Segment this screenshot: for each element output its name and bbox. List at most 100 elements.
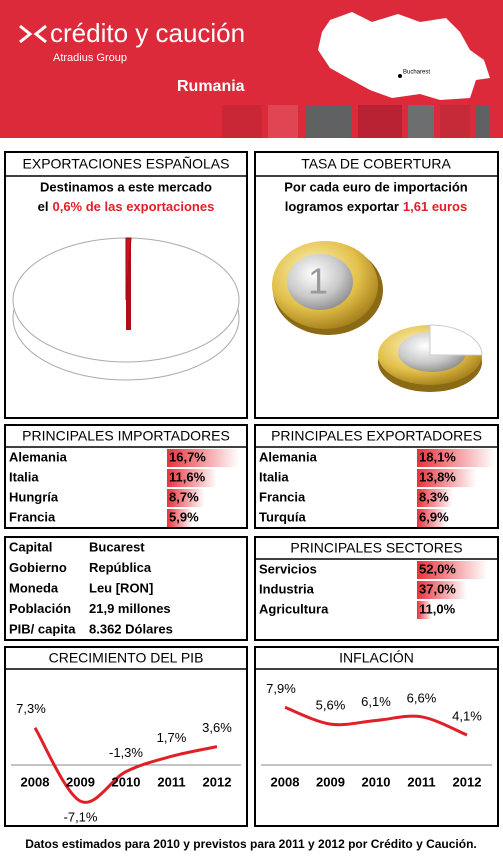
footer: Datos estimados para 2010 y previstos pa… (25, 837, 477, 851)
profile-value: Bucarest (89, 539, 145, 554)
value-label: 1,7% (157, 730, 187, 745)
panel-title: TASA DE COBERTURA (301, 156, 451, 172)
profile-label: Moneda (9, 580, 59, 595)
bar (417, 601, 432, 619)
coverage-panel: TASA DE COBERTURA Por cada euro de impor… (254, 151, 499, 419)
profile-value: 21,9 millones (89, 601, 171, 616)
country: Rumania (177, 78, 245, 95)
row-label: Servicios (259, 561, 317, 576)
value-label: 7,9% (266, 681, 296, 696)
row-label: Francia (259, 489, 306, 504)
row-label: Italia (9, 469, 39, 484)
value-label: 16,7% (169, 449, 206, 464)
row-label: Francia (9, 509, 56, 524)
value-label: -7,1% (64, 810, 98, 825)
bar (167, 509, 193, 527)
x-tick-label: 2008 (21, 774, 50, 789)
bar-chart: PRINCIPALES SECTORES Servicios 52,0% Indust… (254, 536, 499, 641)
value-label: 8,3% (419, 489, 449, 504)
line-chart: CRECIMIENTO DEL PIB 2008 7,3% 2009 -7,1% 2010… (4, 646, 248, 827)
profile-value: República (89, 560, 152, 575)
value-label: 5,6% (316, 698, 346, 713)
bar (417, 561, 488, 579)
value-label: 13,8% (419, 469, 456, 484)
panel-title: PRINCIPALES EXPORTADORES (271, 428, 482, 444)
x-tick-label: 2012 (453, 774, 482, 789)
value-label: 52,0% (419, 561, 456, 576)
pie (12, 237, 240, 381)
map (318, 12, 490, 100)
logo-mark (19, 24, 47, 44)
coverage-line1: Por cada euro de importación (284, 179, 468, 194)
x-tick-label: 2009 (316, 774, 345, 789)
block (358, 105, 402, 138)
bar (417, 489, 453, 507)
panel-title: PRINCIPALES SECTORES (290, 540, 462, 556)
row-label: Industria (259, 581, 315, 596)
x-tick-label: 2012 (203, 774, 232, 789)
row-label: Agricultura (259, 601, 329, 616)
profile-label: Capital (9, 539, 52, 554)
value-label: 8,7% (169, 489, 199, 504)
bar (417, 449, 495, 467)
exports-panel: EXPORTACIONES ESPAÑOLAS Destinamos a est… (4, 151, 248, 419)
map-label: Bucharest (403, 70, 430, 76)
bar (417, 469, 477, 487)
profile-panel: Capital Bucarest Gobierno República Moneda Le… (4, 536, 248, 641)
coin-small (378, 324, 483, 392)
row-label: Hungría (9, 489, 59, 504)
block (440, 105, 470, 138)
header: crédito y caución Atradius Group Rumania… (0, 0, 503, 138)
brand-group: Atradius Group (53, 52, 127, 64)
highlight: 1,61 euros (403, 199, 467, 214)
exports-line2: el 0,6% de las exportaciones (38, 199, 215, 214)
block (222, 105, 262, 138)
value-label: 6,9% (419, 509, 449, 524)
profile-value: Leu [RON] (89, 580, 153, 595)
x-tick-label: 2010 (112, 774, 141, 789)
panel-title: PRINCIPALES IMPORTADORES (22, 428, 230, 444)
line (284, 705, 468, 737)
value-label: 7,3% (16, 701, 46, 716)
header-blocks (222, 105, 490, 138)
value-label: 11,6% (169, 469, 206, 484)
block (408, 105, 434, 138)
text: logramos exportar (285, 199, 399, 214)
line (33, 726, 218, 804)
row-label: Alemania (259, 449, 318, 464)
profile-label: PIB/ capita (9, 621, 76, 636)
map-capital (398, 74, 402, 78)
profile-label: Población (9, 601, 71, 616)
panel-title: EXPORTACIONES ESPAÑOLAS (23, 156, 230, 172)
x-tick-label: 2011 (407, 774, 435, 789)
value-label: 4,1% (452, 709, 482, 724)
x-tick-label: 2009 (66, 774, 95, 789)
profile-value: 8.362 Dólares (89, 621, 173, 636)
x-tick-label: 2008 (271, 774, 300, 789)
panel-title: CRECIMIENTO DEL PIB (49, 650, 204, 666)
value-label: 18,1% (419, 449, 456, 464)
bar (167, 449, 239, 467)
text: el (38, 199, 49, 214)
bar (417, 509, 447, 527)
coverage-line2: logramos exportar 1,61 euros (285, 199, 467, 214)
block (476, 105, 490, 138)
coin-large: 1 (272, 241, 383, 335)
value-label: 3,6% (202, 720, 232, 735)
value-label: 6,6% (407, 690, 437, 705)
x-tick-label: 2011 (157, 774, 185, 789)
panel-border (4, 536, 248, 641)
row-label: Turquía (259, 509, 306, 524)
bar-chart: PRINCIPALES IMPORTADORES Alemania 16,7% Ita… (4, 424, 248, 529)
exports-line1: Destinamos a este mercado (40, 179, 212, 194)
row-label: Italia (259, 469, 289, 484)
value-label: -1,3% (109, 745, 143, 760)
bar-chart: PRINCIPALES EXPORTADORES Alemania 18,1% Ita… (254, 424, 499, 529)
bar (417, 581, 467, 599)
coin-digit: 1 (308, 261, 328, 302)
highlight: 0,6% de las exportaciones (52, 199, 214, 214)
value-label: 5,9% (169, 509, 199, 524)
line-chart: INFLACIÓN 2008 7,9% 2009 5,6% 2010 6,1% 2011 6,6… (254, 646, 499, 827)
